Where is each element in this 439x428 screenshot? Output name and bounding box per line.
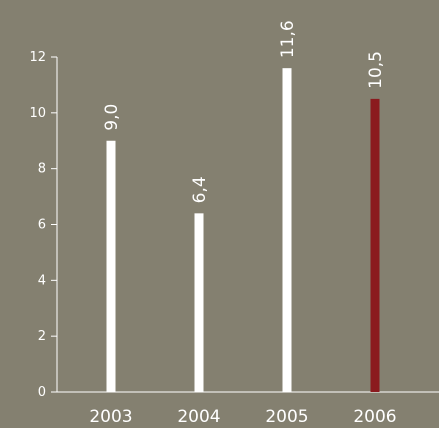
bar-2005 [282, 68, 292, 393]
x-tick-label: 2006 [353, 407, 396, 427]
chart-axes: 0 2 4 6 8 10 12 [29, 50, 439, 400]
bar-2003 [106, 140, 116, 392]
bar-2004 [194, 213, 204, 392]
data-label: 10,5 [366, 51, 386, 89]
y-tick-label: 0 [38, 385, 46, 400]
x-tick-label: 2003 [89, 407, 132, 427]
chart-labels: 2003 9,0 2004 6,4 2005 11,6 2006 10,5 [89, 20, 396, 427]
y-tick-label: 6 [38, 218, 46, 233]
chart-bars [106, 68, 380, 393]
data-label: 11,6 [278, 20, 298, 58]
y-tick-label: 8 [38, 162, 46, 177]
y-tick-label: 4 [38, 273, 46, 288]
bar-2006 [370, 98, 380, 392]
y-tick-label: 12 [29, 50, 46, 65]
data-label: 9,0 [102, 104, 122, 131]
data-label: 6,4 [190, 176, 210, 203]
x-tick-label: 2005 [265, 407, 308, 427]
x-tick-label: 2004 [177, 407, 220, 427]
y-tick-label: 2 [38, 329, 46, 344]
y-tick-label: 10 [29, 106, 46, 121]
